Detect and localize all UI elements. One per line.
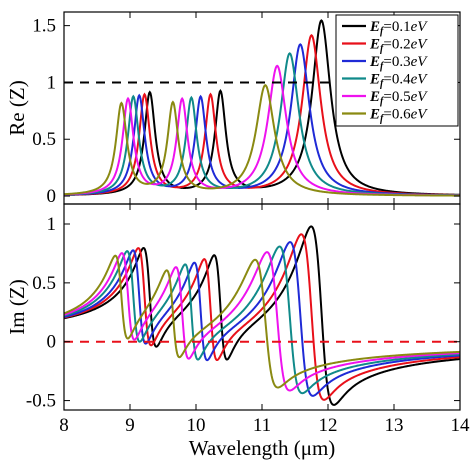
legend-entry: Ef=0.5eV (369, 89, 428, 107)
y-tick-label: 0.5 (32, 273, 56, 294)
x-tick-label: 8 (59, 415, 69, 436)
top-ticks: 0 0.5 1 1.5 (32, 12, 461, 207)
y-tick-label: 1.5 (32, 16, 56, 37)
legend-entry: Ef=0.3eV (369, 54, 428, 72)
legend-entry: Ef=0.4eV (369, 72, 428, 90)
series-line (63, 225, 461, 406)
x-tick-label: 9 (125, 415, 135, 436)
y-tick-label: 0.5 (32, 129, 56, 150)
legend-entry: Ef=0.6eV (369, 107, 428, 125)
top-y-axis-label: Re (Z) (5, 80, 29, 135)
series-line (63, 254, 461, 389)
x-tick-label: 10 (187, 415, 206, 436)
series-line (63, 84, 460, 197)
x-axis-label: Wavelength (μm) (189, 436, 336, 460)
y-tick-label: 1 (47, 214, 57, 235)
top-curves (63, 19, 461, 197)
legend-entry: Ef=0.1eV (369, 19, 428, 37)
top-panel: 0 0.5 1 1.5 Re (Z) Ef=0.1eVEf=0.2eVEf=0.3eV… (5, 11, 461, 207)
legend: Ef=0.1eVEf=0.2eVEf=0.3eVEf=0.4eVEf=0.5eV… (335, 14, 459, 127)
y-tick-label: 0 (47, 332, 57, 353)
bottom-curves (63, 225, 461, 406)
y-tick-label: 1 (47, 72, 57, 93)
bottom-panel: 8 9 10 11 12 13 14 -0.5 0 0.5 1 Im (Z) Wavelength … (5, 203, 470, 460)
y-tick-label: -0.5 (26, 391, 56, 412)
x-tick-label: 13 (385, 415, 404, 436)
series-line (63, 251, 461, 392)
legend-box (335, 14, 459, 127)
bottom-plot-frame (63, 203, 461, 411)
bottom-y-axis-label: Im (Z) (5, 279, 29, 334)
bottom-ticks: 8 9 10 11 12 13 14 -0.5 0 0.5 1 (26, 204, 470, 436)
y-tick-label: 0 (47, 186, 57, 207)
x-tick-label: 14 (451, 415, 471, 436)
legend-entry: Ef=0.2eV (369, 37, 428, 55)
x-tick-label: 12 (319, 415, 338, 436)
x-tick-label: 11 (253, 415, 271, 436)
